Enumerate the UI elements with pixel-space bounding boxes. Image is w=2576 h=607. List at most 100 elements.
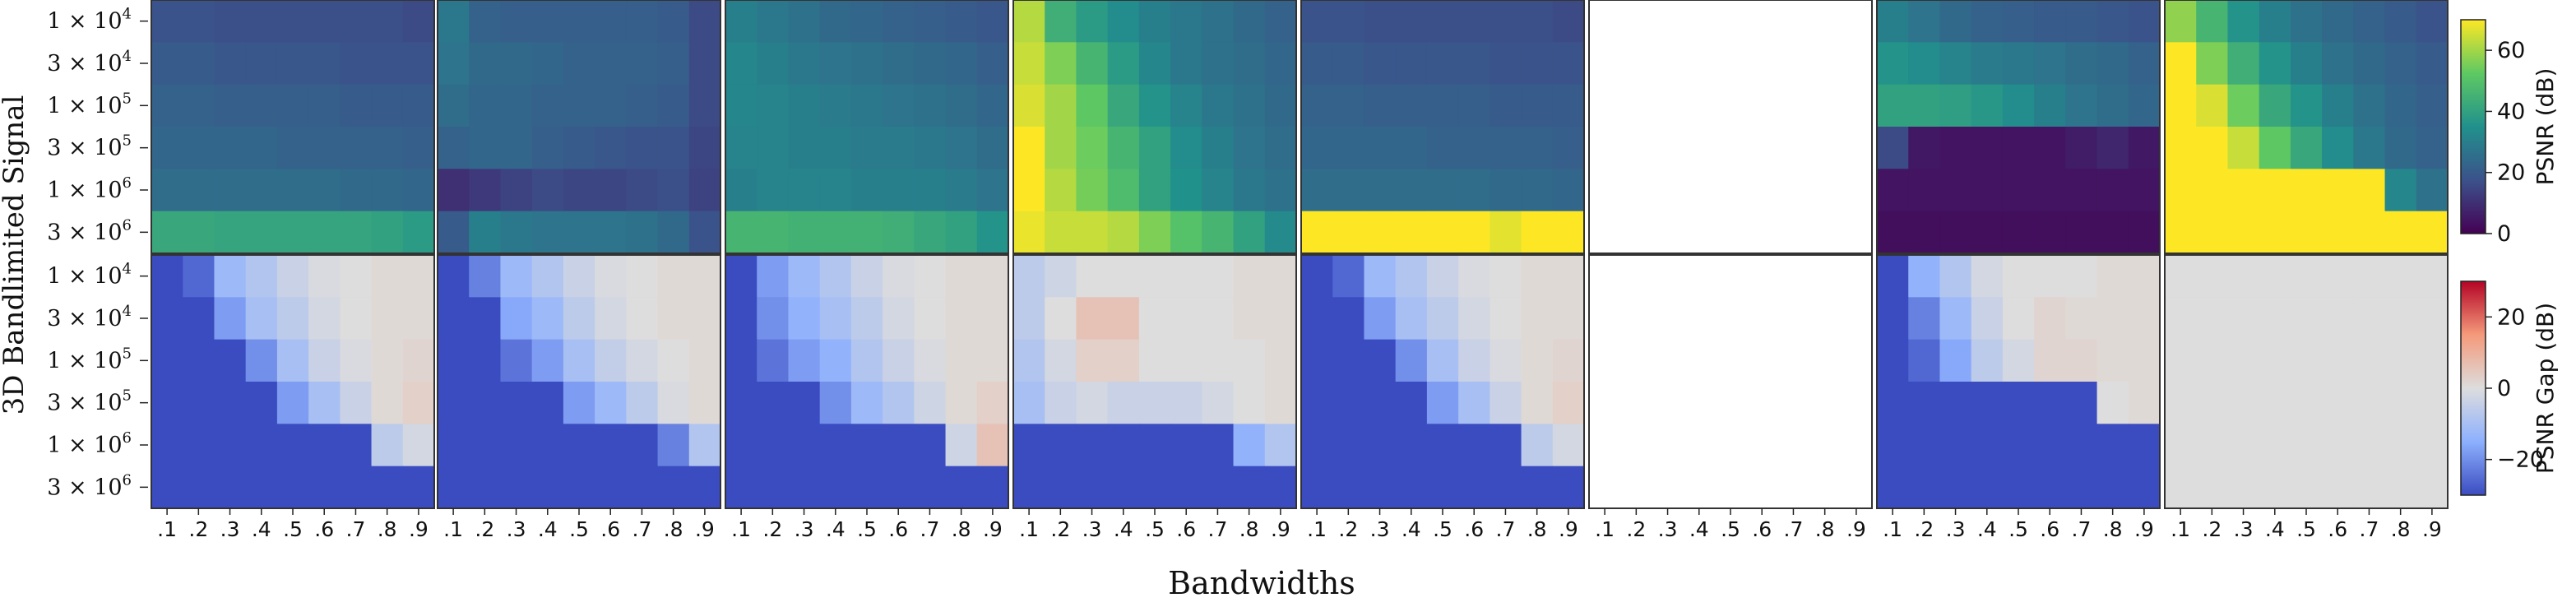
psnr-cell [469,211,502,254]
psnr-cell [183,0,215,43]
psnr-cell [1045,211,1077,254]
x-axis-label: Bandwidths [1168,565,1355,601]
panel-6 [1588,0,1873,509]
psnr-cell [626,211,659,254]
gap-cell [183,382,215,424]
psnr-cell [1458,84,1490,127]
gap-cell [1426,297,1459,341]
gap-cell [1107,339,1140,382]
gap-cell [438,424,470,467]
gap-cell [2259,382,2291,424]
psnr-cell [308,211,341,254]
gap-cell [1908,466,1941,509]
gap-cell [1301,424,1333,467]
psnr-panel-frame [2164,0,2449,254]
gap-cell [688,382,721,424]
gap-cell [819,255,852,298]
psnr-cell [1490,127,1522,169]
colorbar-gap-bar [2460,280,2486,496]
y-tick-label: 1 × 106 [47,429,132,458]
psnr-cell [563,127,595,169]
psnr-cell [2353,211,2386,254]
gap-cell [850,339,883,382]
x-tick-label: .7 [1784,517,1804,541]
x-tick-label: .9 [2422,517,2442,541]
gap-cell [1332,339,1365,382]
x-tick-label: .4 [1689,517,1709,541]
psnr-cell [1939,211,1972,254]
gap-cell [1971,255,2004,298]
psnr-cell [276,84,309,127]
gap-cell [2165,466,2197,509]
psnr-cell [626,169,659,212]
psnr-cell [438,42,470,86]
psnr-cell [788,211,821,254]
gap-cell [757,339,790,382]
gap-cell [2259,297,2291,341]
psnr-cell [183,127,215,169]
gap-cell [500,424,533,467]
x-tick-label: .3 [507,517,526,541]
psnr-cell [595,84,627,127]
gap-cell [1395,424,1428,467]
psnr-cell [1332,169,1365,212]
gap-cell [788,382,821,424]
gap-cell [245,424,278,467]
psnr-cell [2290,211,2323,254]
gap-cell [1490,297,1522,341]
psnr-cell [340,211,373,254]
y-tick-label: 3 × 105 [47,387,132,416]
psnr-cell [1971,42,2004,86]
gap-cell [402,424,435,467]
psnr-cell [1521,127,1554,169]
gap-cell [626,339,659,382]
psnr-cell [1301,84,1333,127]
gap-cell [1332,297,1365,341]
gap-cell [1458,339,1490,382]
gap-cell [2096,339,2129,382]
gap-cell [2384,297,2417,341]
y-tick-label: 3 × 104 [47,303,132,331]
psnr-cell [402,169,435,212]
psnr-cell [850,169,883,212]
psnr-cell [2353,42,2386,86]
x-tick-label: .6 [1752,517,1772,541]
psnr-cell [819,0,852,43]
gap-cell [1013,466,1045,509]
gap-cell [2227,466,2260,509]
psnr-cell [725,42,758,86]
gap-cell [976,466,1009,509]
x-tick-label: .7 [632,517,652,541]
gap-cell [1045,424,1077,467]
psnr-cell [340,127,373,169]
psnr-cell [371,169,404,212]
psnr-cell [657,211,690,254]
gap-cell [2290,297,2323,341]
x-tick-label: .2 [188,517,208,541]
psnr-cell [688,0,721,43]
psnr-cell [2002,211,2035,254]
gap-cell [914,297,947,341]
psnr-cell [1332,211,1365,254]
psnr-cell [1233,0,1266,43]
gap-cell [1364,382,1397,424]
gap-cell [531,297,564,341]
psnr-cell [945,169,978,212]
psnr-cell [2353,84,2386,127]
gap-cell [308,382,341,424]
gap-cell [500,297,533,341]
psnr-cell [1908,42,1941,86]
psnr-cell [976,169,1009,212]
colorbar-tick-label: 0 [2497,376,2511,401]
y-tick-exponent: 5 [123,90,132,107]
gap-cell [1552,297,1585,341]
psnr-cell [214,169,247,212]
panel-5 [1300,0,1585,509]
gap-cell [819,339,852,382]
x-tick-label: .3 [220,517,240,541]
psnr-cell [976,211,1009,254]
psnr-cell [688,84,721,127]
psnr-cell [531,127,564,169]
x-tick-label: .1 [443,517,463,541]
gap-cell [1971,339,2004,382]
